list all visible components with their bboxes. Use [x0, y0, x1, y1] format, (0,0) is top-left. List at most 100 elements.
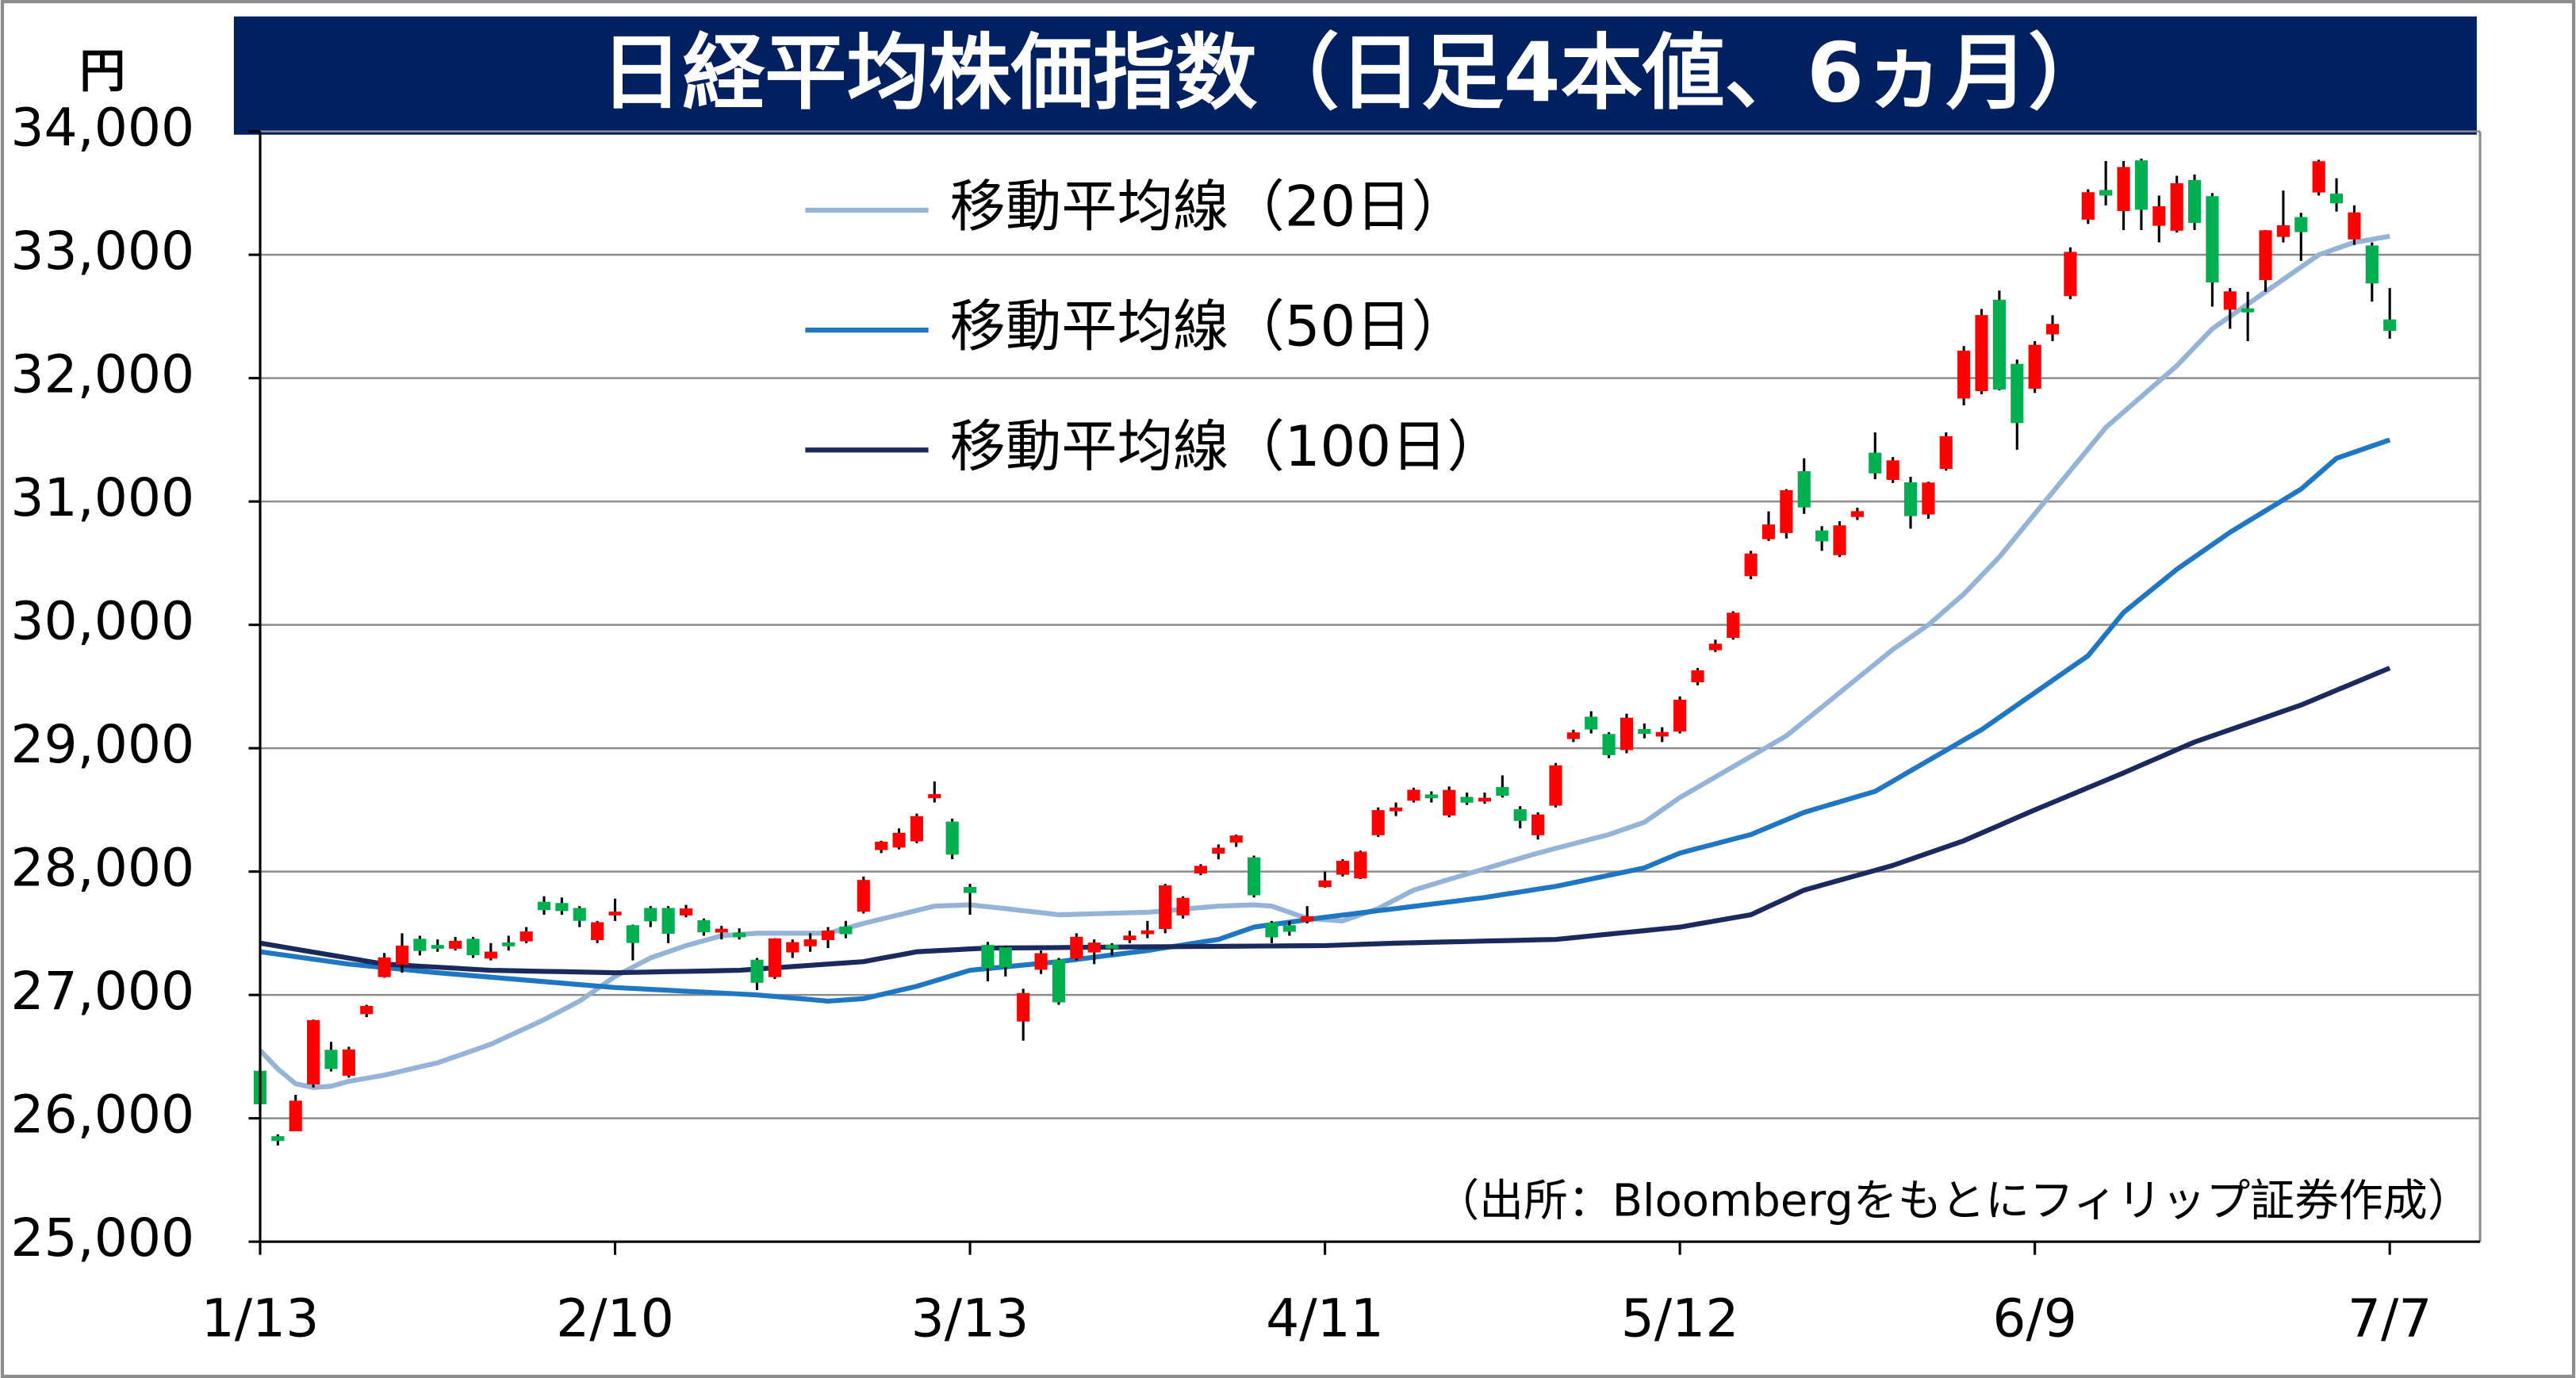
candle-body [1140, 930, 1154, 935]
candle-body [2187, 179, 2202, 223]
candle-body [360, 1005, 374, 1015]
candle-body [324, 1050, 338, 1069]
candle-body [1390, 807, 1403, 812]
candle-body [1566, 732, 1580, 739]
candle-body [2294, 217, 2308, 232]
candle-body [502, 942, 516, 946]
candle-body [2064, 251, 2077, 297]
candle-body [2152, 205, 2166, 226]
candle-body [2117, 167, 2130, 211]
candle-body [378, 957, 391, 977]
candle-body [1496, 787, 1509, 796]
candle-body [1371, 810, 1385, 835]
x-tick-label: 2/10 [556, 1288, 674, 1349]
x-tick-label: 5/12 [1621, 1288, 1739, 1349]
candle-body [2223, 291, 2237, 310]
candle-body [1212, 847, 1225, 854]
candle-body [2011, 363, 2024, 424]
candle-body [1176, 897, 1190, 915]
candle-body [1620, 717, 1634, 750]
candle-body [307, 1019, 320, 1084]
source-note: （出所：Bloombergをもとにフィリップ証券作成） [1435, 1176, 2471, 1227]
candle-body [431, 945, 444, 949]
candle-body [1673, 699, 1687, 732]
candle-body [1992, 299, 2006, 390]
candle-body [1727, 612, 1740, 639]
candle-body [2134, 160, 2148, 210]
candle-body [857, 880, 870, 912]
candle-body [2365, 245, 2379, 284]
candle-body [750, 959, 764, 983]
candle-body [2241, 308, 2255, 313]
candle-body [1354, 851, 1367, 879]
candle-body [963, 887, 977, 893]
candle-body [1708, 643, 1722, 651]
legend-label: 移動平均線（100日） [950, 414, 1503, 479]
candle-body [2170, 182, 2183, 231]
candle-body [1513, 809, 1527, 821]
candle-body [1531, 814, 1545, 835]
candle-body [892, 832, 906, 848]
candle-body [1903, 482, 1918, 516]
candle-body [1052, 959, 1066, 1003]
candle-body [1301, 915, 1314, 922]
candle-body [626, 925, 639, 943]
candle-body [1975, 315, 1988, 392]
candle-body [1194, 866, 1208, 874]
candle-body [1282, 925, 1296, 932]
candle-body [1886, 460, 1899, 480]
candle-body [875, 841, 888, 850]
candle-body [733, 932, 746, 938]
y-tick-label: 31,000 [10, 467, 194, 528]
candles [253, 158, 2397, 1146]
candle-body [928, 793, 941, 799]
candle-body [537, 901, 551, 911]
candle-body [768, 938, 781, 977]
candle-body [981, 945, 995, 969]
y-tick-label: 34,000 [10, 98, 194, 159]
candle-body [1229, 835, 1243, 843]
candle-body [1850, 511, 1864, 517]
legend-label: 移動平均線（20日） [950, 175, 1468, 240]
x-tick-label: 6/9 [1992, 1288, 2077, 1349]
moving-average-line [259, 666, 2391, 976]
candle-body [910, 816, 923, 842]
candle-body [2081, 192, 2095, 220]
candle-body [1087, 942, 1101, 953]
y-tick-label: 29,000 [10, 714, 194, 775]
candle-body [2259, 230, 2272, 281]
candle-body [484, 951, 497, 959]
candle-body [644, 908, 657, 922]
grid [259, 130, 2482, 1243]
moving-averages [258, 233, 2391, 1090]
candle-body [999, 947, 1012, 968]
candle-body [2329, 194, 2344, 204]
candle-body [839, 926, 853, 935]
y-tick-label: 28,000 [10, 838, 194, 899]
candle-body [1123, 935, 1137, 941]
candle-body [697, 920, 711, 933]
candle-body [519, 931, 533, 942]
candle-body [1815, 530, 1829, 542]
candle-body [661, 908, 675, 935]
candle-body [1478, 797, 1492, 802]
candle-body [1017, 992, 1030, 1022]
candle-body [945, 821, 959, 855]
candle-body [1655, 731, 1669, 737]
candle-body [1248, 857, 1261, 896]
candle-body [1070, 936, 1083, 959]
candle-body [1318, 880, 1332, 888]
candle-body [555, 903, 569, 912]
candle-body [1638, 728, 1651, 735]
candle-body [803, 939, 817, 946]
candle-body [2312, 161, 2325, 193]
candle-body [1602, 734, 1616, 755]
candle-body [786, 942, 799, 953]
candle-body [1922, 482, 1935, 515]
candle-body [2276, 225, 2290, 237]
y-tick-label: 27,000 [10, 961, 194, 1022]
y-tick-label: 26,000 [10, 1084, 194, 1146]
candle-body [1424, 794, 1438, 799]
